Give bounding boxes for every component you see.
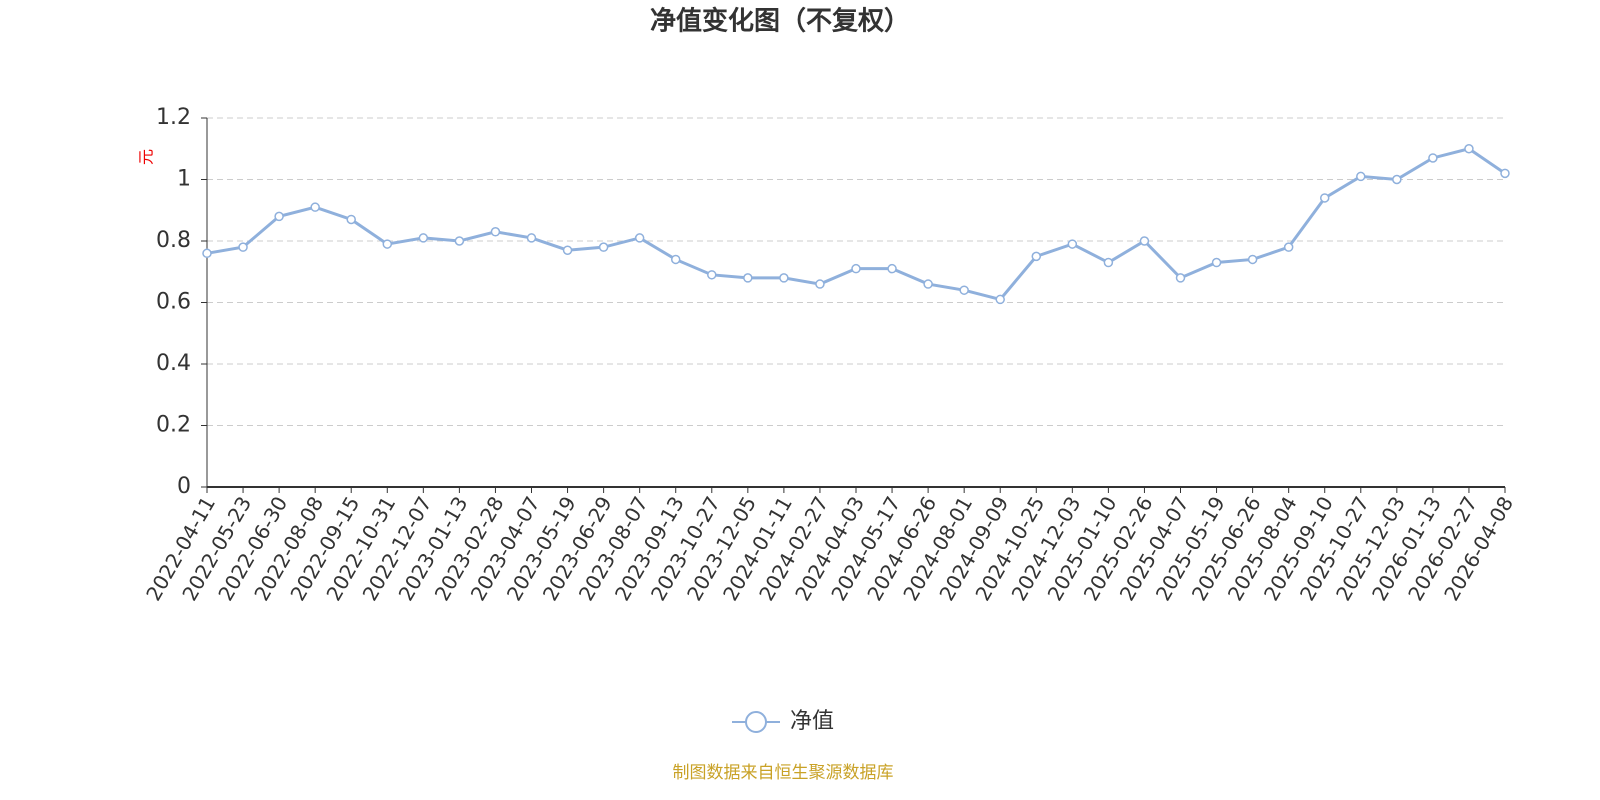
data-point [598, 242, 609, 252]
data-point [1500, 168, 1510, 179]
data-point [887, 263, 897, 274]
data-point [707, 270, 717, 280]
y-tick-label: 0.8 [156, 228, 191, 253]
data-point [238, 242, 248, 252]
data-point [1247, 254, 1258, 265]
data-point [1067, 239, 1078, 249]
data-point [454, 236, 465, 246]
y-tick-label: 1 [177, 167, 191, 192]
data-point [310, 202, 320, 212]
data-point [346, 214, 356, 225]
data-point [1319, 193, 1330, 203]
data-point [815, 279, 825, 289]
data-point [526, 233, 537, 243]
source-note: 制图数据来自恒生聚源数据库 [673, 763, 894, 783]
data-point [274, 211, 284, 222]
y-axis-label: 元 [137, 149, 156, 165]
y-tick-label: 0.2 [156, 413, 191, 438]
y-tick-label: 0.6 [156, 290, 191, 315]
data-point [995, 294, 1005, 305]
data-point [851, 263, 861, 274]
data-point [1464, 144, 1474, 154]
series-line [206, 147, 1506, 302]
data-point [1283, 242, 1294, 252]
y-tick-label: 1.2 [156, 105, 191, 130]
y-tick-label: 0 [177, 474, 191, 499]
data-point [382, 239, 393, 249]
data-point [923, 279, 933, 289]
data-point [1139, 236, 1150, 246]
legend-marker [745, 711, 767, 733]
data-point [1392, 174, 1402, 185]
data-point [743, 273, 753, 283]
data-point [1103, 257, 1114, 268]
data-point [779, 273, 789, 283]
data-point [1031, 251, 1042, 262]
data-point [562, 245, 573, 255]
data-point [634, 233, 645, 243]
data-point [418, 233, 429, 243]
data-point [959, 285, 969, 295]
data-point [490, 227, 501, 237]
data-point [1356, 171, 1366, 182]
y-tick-label: 0.4 [156, 351, 191, 376]
data-point [670, 254, 681, 265]
data-point [1428, 153, 1438, 163]
data-point [1211, 257, 1222, 268]
chart-title: 净值变化图（不复权） [650, 6, 910, 37]
data-point [1175, 273, 1186, 283]
legend-label: 净值 [790, 709, 834, 734]
data-point [202, 248, 212, 259]
